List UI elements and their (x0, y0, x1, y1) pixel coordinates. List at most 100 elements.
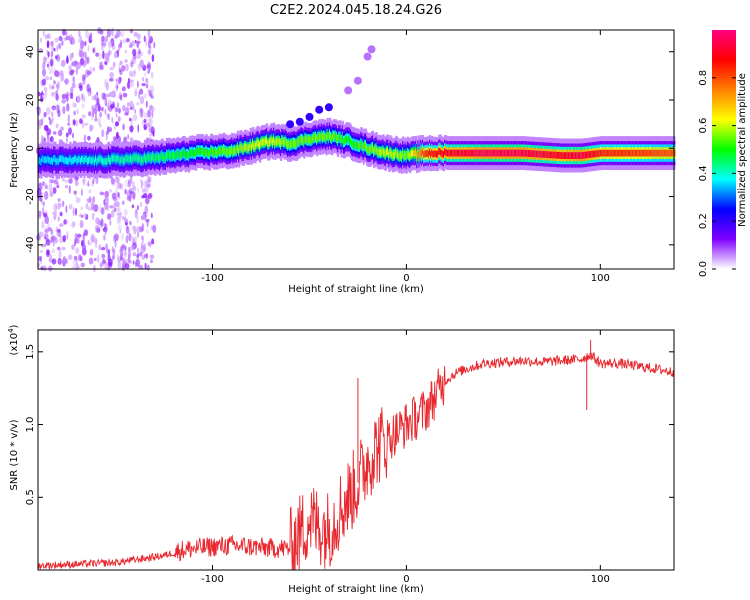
noise-speck (115, 186, 118, 196)
ridge-cell (570, 152, 573, 159)
ridge-cell (530, 150, 533, 157)
noise-speck (82, 51, 87, 58)
noise-speck (53, 210, 58, 217)
y-tick-label: 1.5 (25, 344, 36, 360)
noise-speck (145, 180, 148, 188)
noise-speck (86, 198, 91, 202)
noise-speck (47, 33, 51, 40)
noise-speck (87, 239, 90, 246)
ridge-cell (311, 136, 314, 143)
ridge-cell (241, 145, 244, 153)
ridge-cell (262, 138, 265, 146)
ridge-cell (53, 155, 56, 162)
noise-speck (73, 119, 76, 126)
ridge-cell (423, 151, 426, 158)
ridge-cell (54, 155, 57, 163)
noise-speck (118, 211, 123, 219)
noise-speck (67, 114, 70, 123)
ridge-cell (186, 151, 190, 158)
noise-speck (137, 123, 139, 133)
ridge-cell (518, 149, 521, 157)
noise-speck (56, 229, 61, 233)
noise-speck (102, 92, 106, 101)
ridge-cell (466, 149, 469, 157)
ridge-cell (273, 136, 276, 143)
noise-speck (94, 118, 98, 122)
noise-speck (96, 97, 100, 106)
noise-speck (39, 191, 43, 198)
noise-speck (97, 105, 101, 112)
ridge-cell (367, 146, 370, 154)
ridge-cell (377, 149, 380, 156)
ridge-cell (139, 155, 142, 163)
noise-speck (141, 235, 144, 240)
noise-speck (147, 70, 150, 74)
noise-speck (128, 77, 130, 83)
noise-speck (129, 235, 134, 244)
ridge-cell (339, 133, 342, 141)
noise-speck (104, 99, 107, 104)
noise-speck (93, 237, 98, 244)
noise-speck (102, 259, 106, 264)
ridge-cell (542, 151, 546, 158)
ridge-cell (349, 137, 352, 145)
noise-speck (145, 80, 149, 85)
ridge-cell (307, 136, 311, 144)
noise-speck (52, 242, 55, 247)
ridge-cell (171, 152, 174, 159)
ridge-cell (327, 134, 330, 141)
noise-speck (51, 235, 56, 242)
noise-speck (97, 117, 101, 126)
ridge-cell (317, 134, 320, 142)
ridge-cell (50, 157, 53, 164)
ridge-cell (612, 149, 615, 157)
ridge-cell (384, 150, 387, 158)
noise-speck (148, 242, 152, 248)
ridge-cell (370, 144, 373, 152)
spectrogram-plot: -100 0 100 -40 -20 0 20 40 (25, 27, 676, 284)
noise-speck (118, 78, 121, 85)
frequency-ridge (38, 45, 676, 179)
noise-speck (44, 242, 47, 247)
noise-speck (122, 123, 125, 131)
noise-speck (100, 218, 104, 227)
ridge-cell (47, 155, 50, 163)
ridge-cell (115, 155, 119, 163)
ridge-cell (253, 142, 256, 150)
noise-speck (79, 44, 84, 49)
noise-speck (72, 101, 76, 108)
ridge-cell (374, 146, 377, 154)
noise-speck (138, 264, 144, 270)
ridge-cell (120, 156, 123, 164)
ridge-cell (656, 149, 660, 157)
ridge-branch-blob (305, 112, 314, 121)
noise-speck (91, 105, 94, 114)
noise-speck (49, 136, 54, 143)
noise-speck (116, 253, 119, 260)
noise-speck (151, 106, 155, 112)
noise-speck (74, 179, 79, 187)
ridge-cell (89, 155, 92, 163)
noise-speck (134, 109, 137, 114)
noise-speck (119, 183, 124, 190)
ridge-cell (406, 150, 409, 158)
ridge-cell (615, 149, 618, 157)
noise-speck (105, 132, 108, 141)
ridge-cell (431, 149, 434, 157)
ridge-cell (68, 157, 71, 165)
colorbar-label: Normalized spectral amplitude (737, 73, 748, 227)
ridge-cell (575, 152, 578, 159)
ridge-cell (447, 149, 450, 157)
ridge-cell (475, 149, 478, 157)
ridge-cell (181, 150, 184, 158)
ridge-cell (470, 149, 473, 157)
ridge-cell (250, 144, 254, 152)
noise-speck (143, 64, 146, 70)
noise-speck (42, 206, 45, 215)
noise-speck (61, 246, 66, 251)
noise-speck (145, 83, 149, 89)
noise-speck (69, 34, 73, 39)
ridge-cell (38, 157, 41, 165)
noise-speck (131, 244, 136, 251)
noise-speck (72, 259, 77, 266)
